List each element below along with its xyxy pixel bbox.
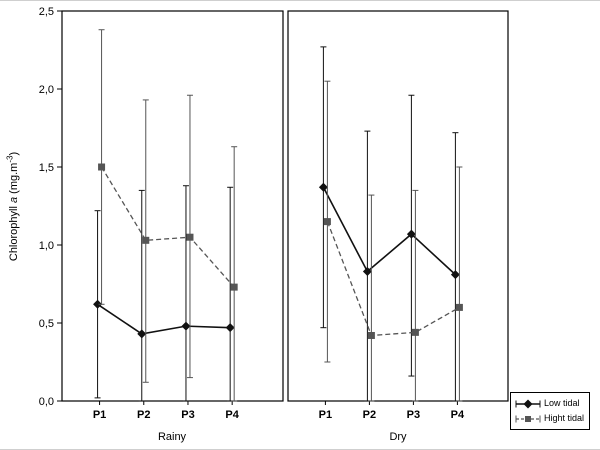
marker-diamond-low-tidal (137, 329, 147, 339)
low-tidal-marker-icon (515, 399, 541, 408)
y-tick-label: 0,0 (39, 396, 54, 408)
y-tick-label: 1,5 (39, 162, 54, 174)
x-tick-label: P3 (181, 409, 194, 421)
x-tick-label: P3 (407, 409, 420, 421)
marker-square-hight-tidal (455, 303, 463, 311)
marker-square-hight-tidal (230, 283, 238, 291)
hight-tidal-marker-icon (515, 415, 541, 422)
x-tick-label: P1 (93, 409, 106, 421)
panel-dry: P1 P2 P3 P4 (287, 10, 509, 421)
marker-diamond-low-tidal (450, 270, 460, 280)
series-line-hight-tidal (101, 166, 235, 288)
x-tick-label: P1 (319, 409, 332, 421)
marker-diamond-low-tidal (225, 323, 235, 333)
x-tick-label: P2 (363, 409, 376, 421)
y-tick-label: 0,5 (39, 318, 54, 330)
marker-diamond-low-tidal (362, 267, 372, 277)
y-axis-label-superscript: -3 (5, 155, 15, 163)
y-axis-label-unit: (mg.m (8, 162, 21, 197)
legend-label-hight-tidal: Hight tidal (544, 413, 585, 423)
marker-square-hight-tidal (142, 236, 150, 244)
panel-border (287, 10, 509, 402)
panel-rainy: 0,0 0,5 1,0 1,5 2,0 2,5 P1 P2 P3 P4 (39, 6, 284, 421)
y-axis-label-text: Chlorophyll (8, 203, 21, 262)
y-tick-label: 2,0 (39, 84, 54, 96)
marker-square-hight-tidal (411, 328, 419, 336)
y-axis-label: Chlorophyll a (mg.m-3) (6, 97, 21, 317)
marker-diamond-low-tidal (406, 229, 416, 239)
x-tick-label: P4 (451, 409, 465, 421)
panel-title-rainy: Rainy (157, 431, 187, 443)
y-axis-label-italic: a (8, 196, 21, 204)
y-tick-label: 2,5 (39, 6, 54, 18)
series-line-low-tidal (97, 303, 231, 335)
marker-diamond-low-tidal (181, 321, 191, 331)
legend-label-low-tidal: Low tidal (544, 398, 580, 408)
marker-diamond-low-tidal (93, 299, 103, 309)
legend-item-hight-tidal: Hight tidal (515, 411, 584, 426)
legend-item-low-tidal: Low tidal (515, 396, 584, 411)
x-tick-label: P2 (137, 409, 150, 421)
panel-title-dry: Dry (389, 431, 407, 443)
marker-square-hight-tidal (98, 163, 106, 171)
marker-square-hight-tidal (186, 233, 194, 241)
marker-square-hight-tidal (323, 218, 331, 226)
y-tick-label: 1,0 (39, 240, 54, 252)
series-line-low-tidal (322, 186, 456, 276)
marker-diamond-low-tidal (318, 182, 328, 192)
marker-square-hight-tidal (367, 331, 375, 339)
panel-border (61, 10, 284, 402)
legend: Low tidal Hight tidal (510, 392, 591, 430)
x-tick-label: P4 (225, 409, 239, 421)
series-line-hight-tidal (326, 221, 460, 337)
y-axis-label-unit-close: ) (8, 151, 21, 156)
